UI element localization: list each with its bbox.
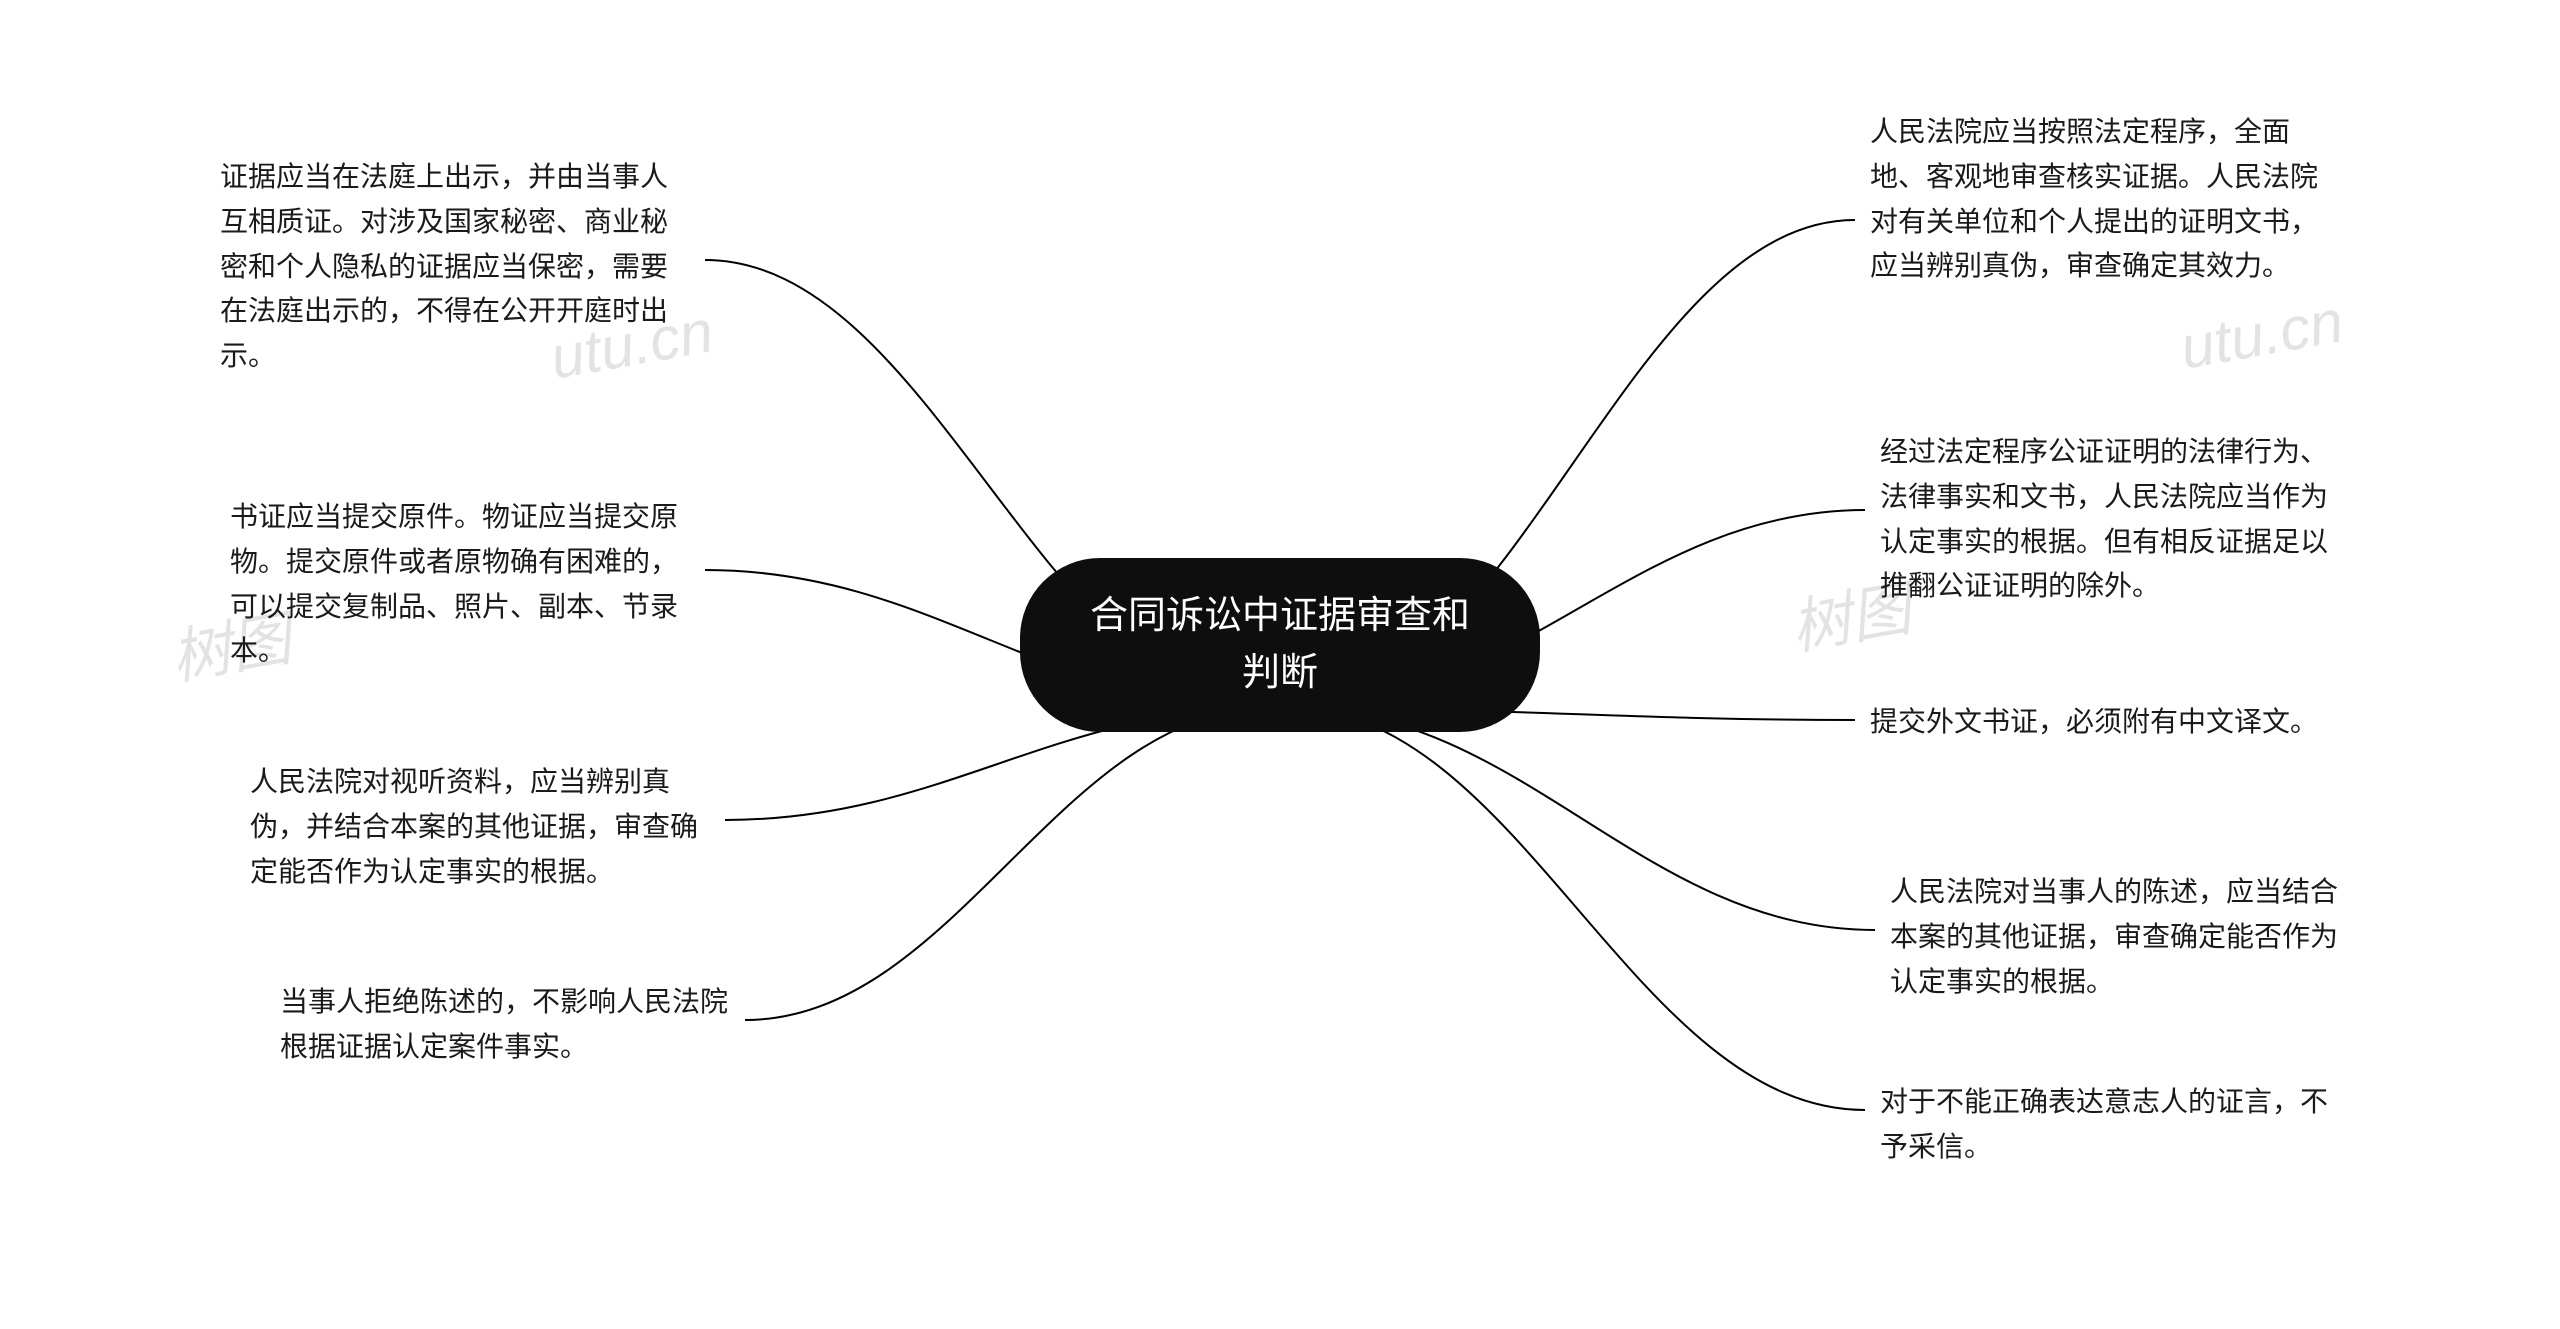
- center-topic-text: 合同诉讼中证据审查和判断: [1080, 588, 1480, 702]
- branch-text: 经过法定程序公证证明的法律行为、法律事实和文书，人民法院应当作为认定事实的根据。…: [1880, 436, 2328, 601]
- branch-text: 提交外文书证，必须附有中文译文。: [1870, 706, 2318, 737]
- branch-node-right-1[interactable]: 经过法定程序公证证明的法律行为、法律事实和文书，人民法院应当作为认定事实的根据。…: [1880, 430, 2340, 609]
- branch-text: 证据应当在法庭上出示，并由当事人互相质证。对涉及国家秘密、商业秘密和个人隐私的证…: [220, 161, 668, 371]
- center-topic[interactable]: 合同诉讼中证据审查和判断: [1020, 558, 1540, 732]
- branch-node-left-2[interactable]: 人民法院对视听资料，应当辨别真伪，并结合本案的其他证据，审查确定能否作为认定事实…: [250, 760, 710, 894]
- branch-text: 人民法院对当事人的陈述，应当结合本案的其他证据，审查确定能否作为认定事实的根据。: [1890, 876, 2338, 997]
- branch-node-right-0[interactable]: 人民法院应当按照法定程序，全面地、客观地审查核实证据。人民法院对有关单位和个人提…: [1870, 110, 2340, 289]
- branch-node-left-0[interactable]: 证据应当在法庭上出示，并由当事人互相质证。对涉及国家秘密、商业秘密和个人隐私的证…: [220, 155, 690, 379]
- branch-text: 人民法院对视听资料，应当辨别真伪，并结合本案的其他证据，审查确定能否作为认定事实…: [250, 766, 698, 887]
- branch-node-right-4[interactable]: 对于不能正确表达意志人的证言，不予采信。: [1880, 1080, 2340, 1170]
- branch-text: 当事人拒绝陈述的，不影响人民法院根据证据认定案件事实。: [280, 986, 728, 1062]
- branch-node-left-3[interactable]: 当事人拒绝陈述的，不影响人民法院根据证据认定案件事实。: [280, 980, 730, 1070]
- mindmap-canvas: 合同诉讼中证据审查和判断 证据应当在法庭上出示，并由当事人互相质证。对涉及国家秘…: [0, 0, 2560, 1329]
- watermark-2: utu.cn: [2175, 286, 2348, 382]
- branch-text: 书证应当提交原件。物证应当提交原物。提交原件或者原物确有困难的，可以提交复制品、…: [230, 501, 678, 666]
- branch-node-right-3[interactable]: 人民法院对当事人的陈述，应当结合本案的其他证据，审查确定能否作为认定事实的根据。: [1890, 870, 2350, 1004]
- branch-node-right-2[interactable]: 提交外文书证，必须附有中文译文。: [1870, 700, 2318, 745]
- branch-text: 对于不能正确表达意志人的证言，不予采信。: [1880, 1086, 2328, 1162]
- branch-text: 人民法院应当按照法定程序，全面地、客观地审查核实证据。人民法院对有关单位和个人提…: [1870, 116, 2318, 281]
- branch-node-left-1[interactable]: 书证应当提交原件。物证应当提交原物。提交原件或者原物确有困难的，可以提交复制品、…: [230, 495, 690, 674]
